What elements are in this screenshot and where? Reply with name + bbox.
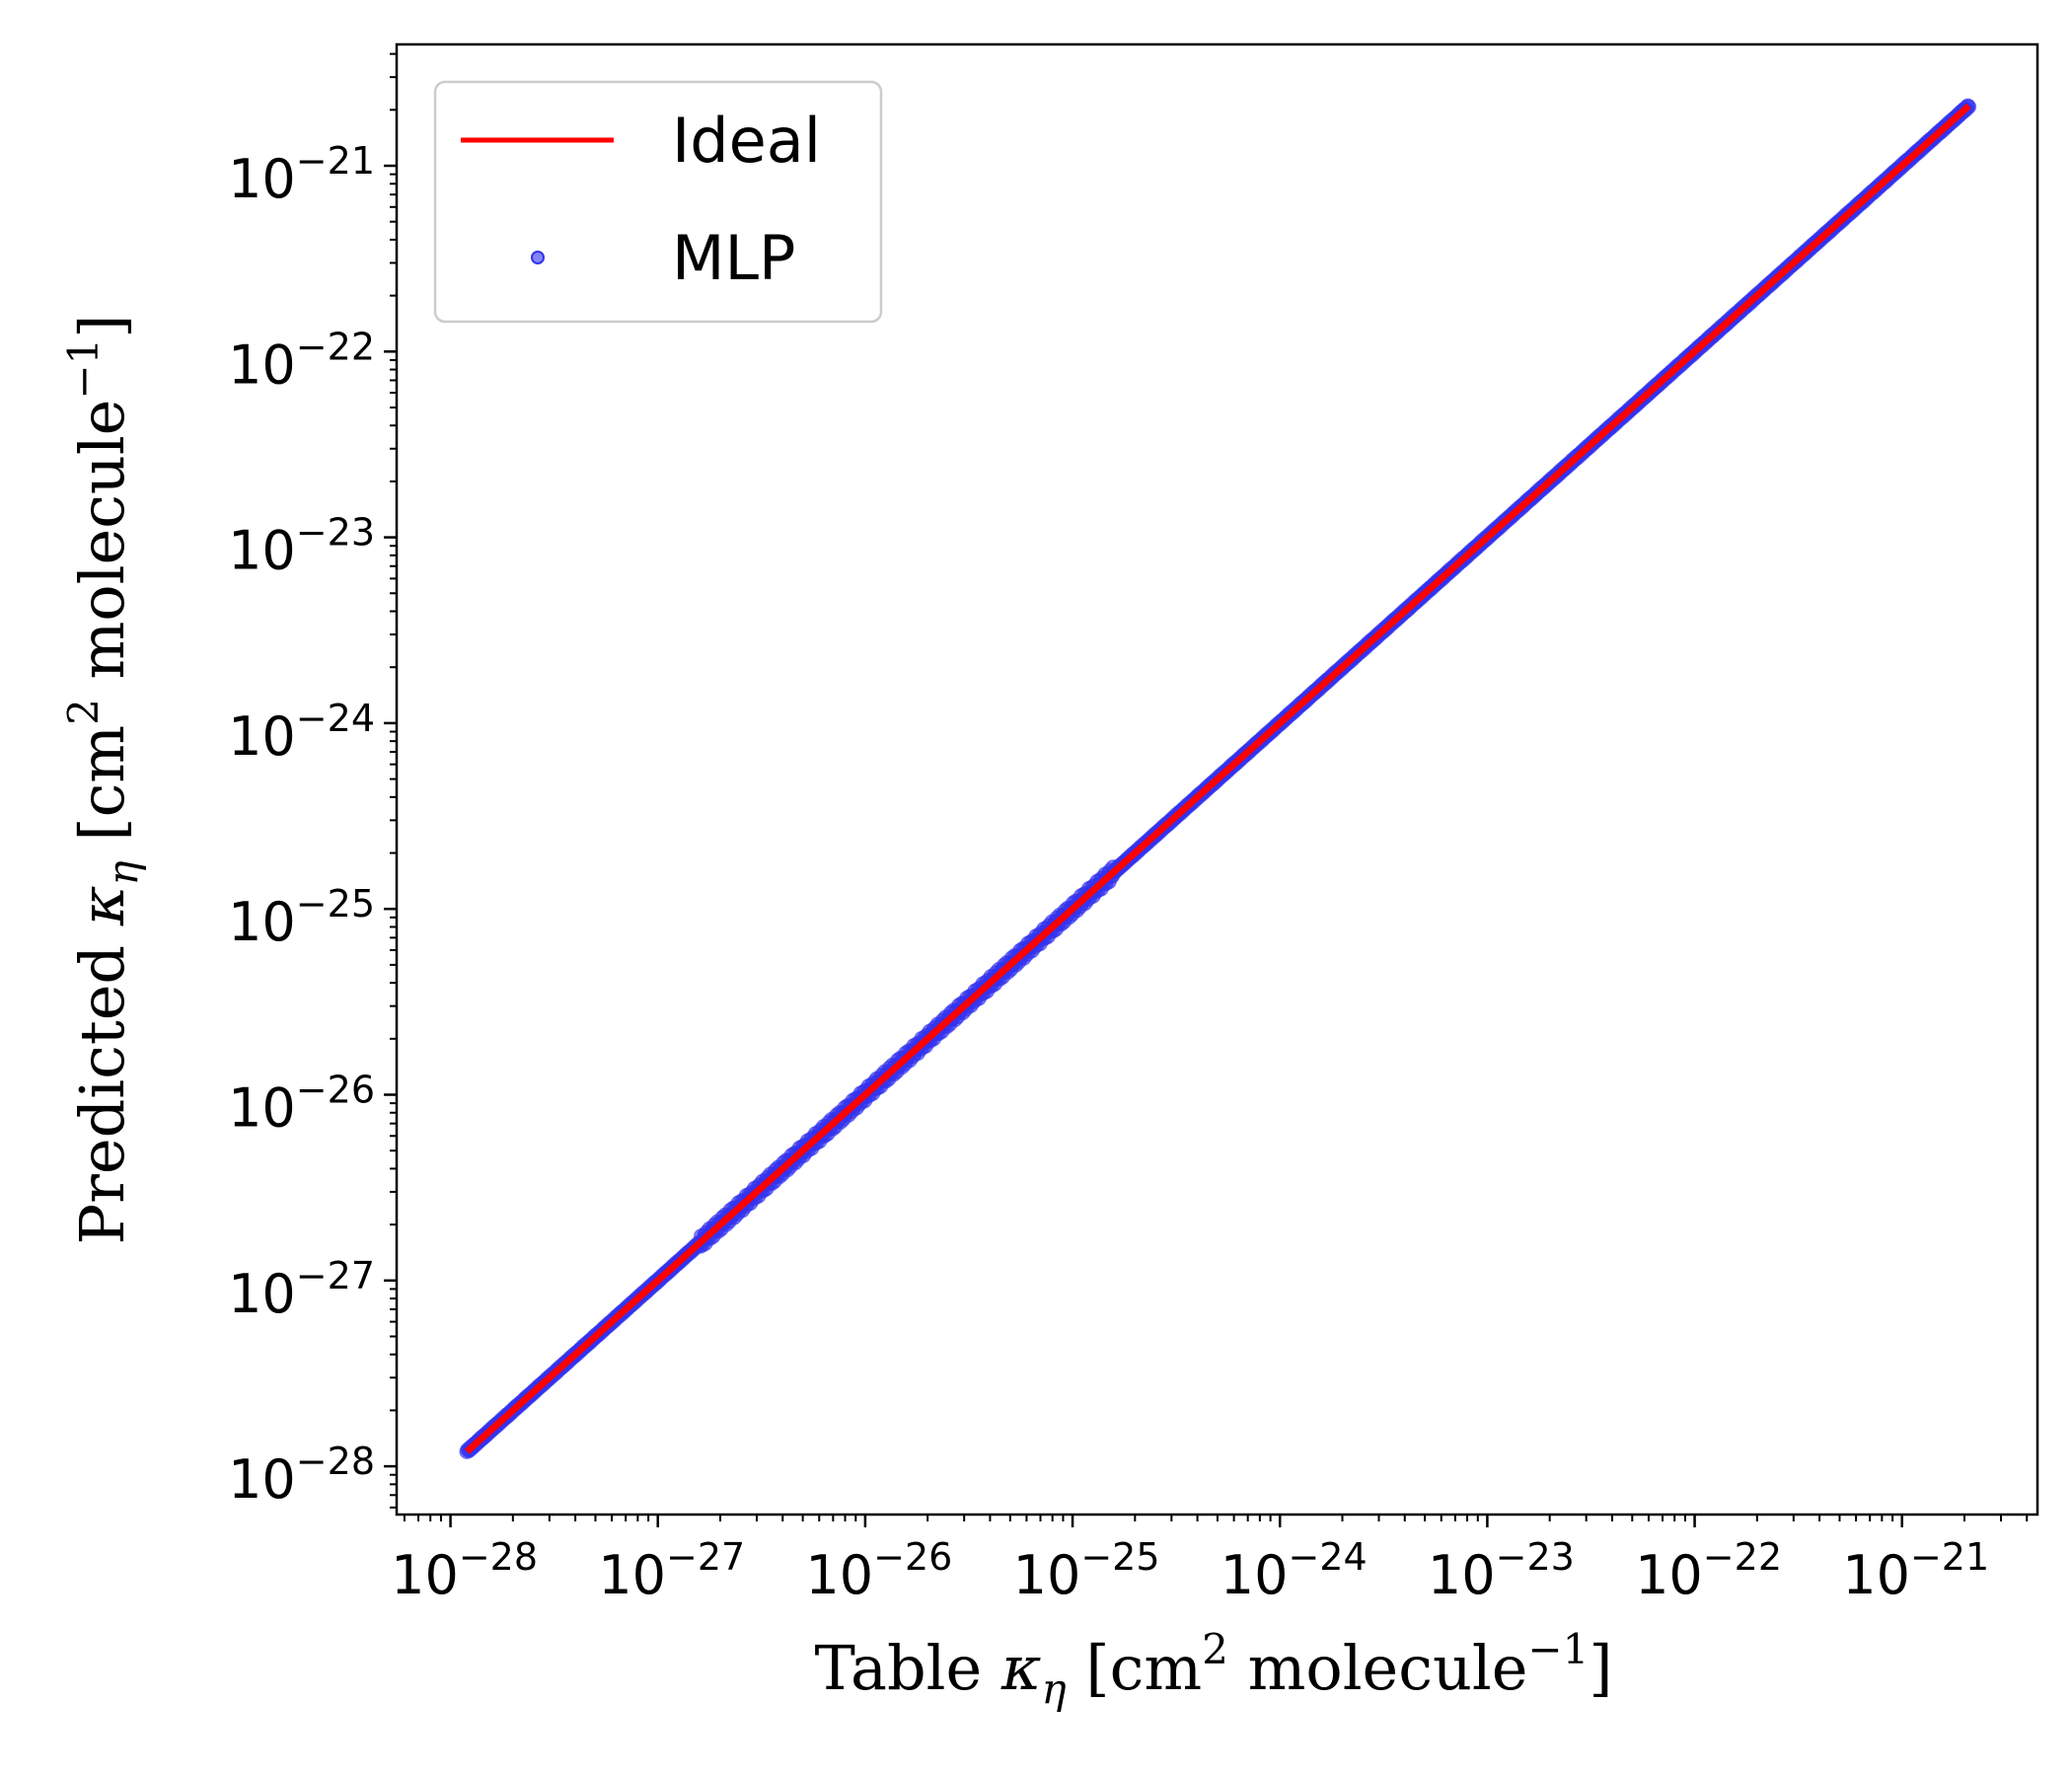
axes-frame (395, 42, 2039, 1517)
x-tick-label: 10−22 (1635, 1535, 1782, 1606)
y-tick-label: 10−21 (228, 139, 375, 210)
legend: Ideal MLP (433, 80, 883, 324)
plot-area (459, 98, 1977, 1459)
x-axis-label: Table κη [cm2 molecule−1] (814, 1625, 1612, 1713)
x-tick-label: 10−24 (1221, 1535, 1368, 1606)
legend-mlp-swatch (531, 251, 545, 264)
x-tick-label: 10−27 (598, 1535, 745, 1606)
x-tick-label: 10−23 (1428, 1535, 1575, 1606)
legend-mlp-label: MLP (672, 222, 795, 294)
y-tick-label: 10−26 (228, 1069, 375, 1140)
major-ticks (384, 164, 1903, 1527)
y-tick-labels: 10−28 10−27 10−26 10−25 10−24 10−23 10−22 10−21 (228, 139, 375, 1511)
x-tick-label: 10−28 (391, 1535, 538, 1606)
y-tick-label: 10−25 (228, 882, 375, 953)
x-tick-labels: 10−28 10−27 10−26 10−25 10−24 10−23 10−22 10−21 (391, 1535, 1989, 1606)
x-tick-label: 10−25 (1013, 1535, 1160, 1606)
y-tick-label: 10−22 (228, 325, 375, 396)
x-tick-label: 10−21 (1842, 1535, 1989, 1606)
y-tick-label: 10−27 (228, 1254, 375, 1325)
y-tick-label: 10−28 (228, 1440, 375, 1511)
ideal-line (464, 103, 1971, 1454)
y-tick-label: 10−24 (228, 697, 375, 768)
legend-ideal-label: Ideal (672, 105, 821, 177)
x-tick-label: 10−26 (805, 1535, 952, 1606)
y-axis-label: Predicted κη [cm2 molecule−1] (59, 315, 147, 1245)
y-tick-label: 10−23 (228, 511, 375, 582)
